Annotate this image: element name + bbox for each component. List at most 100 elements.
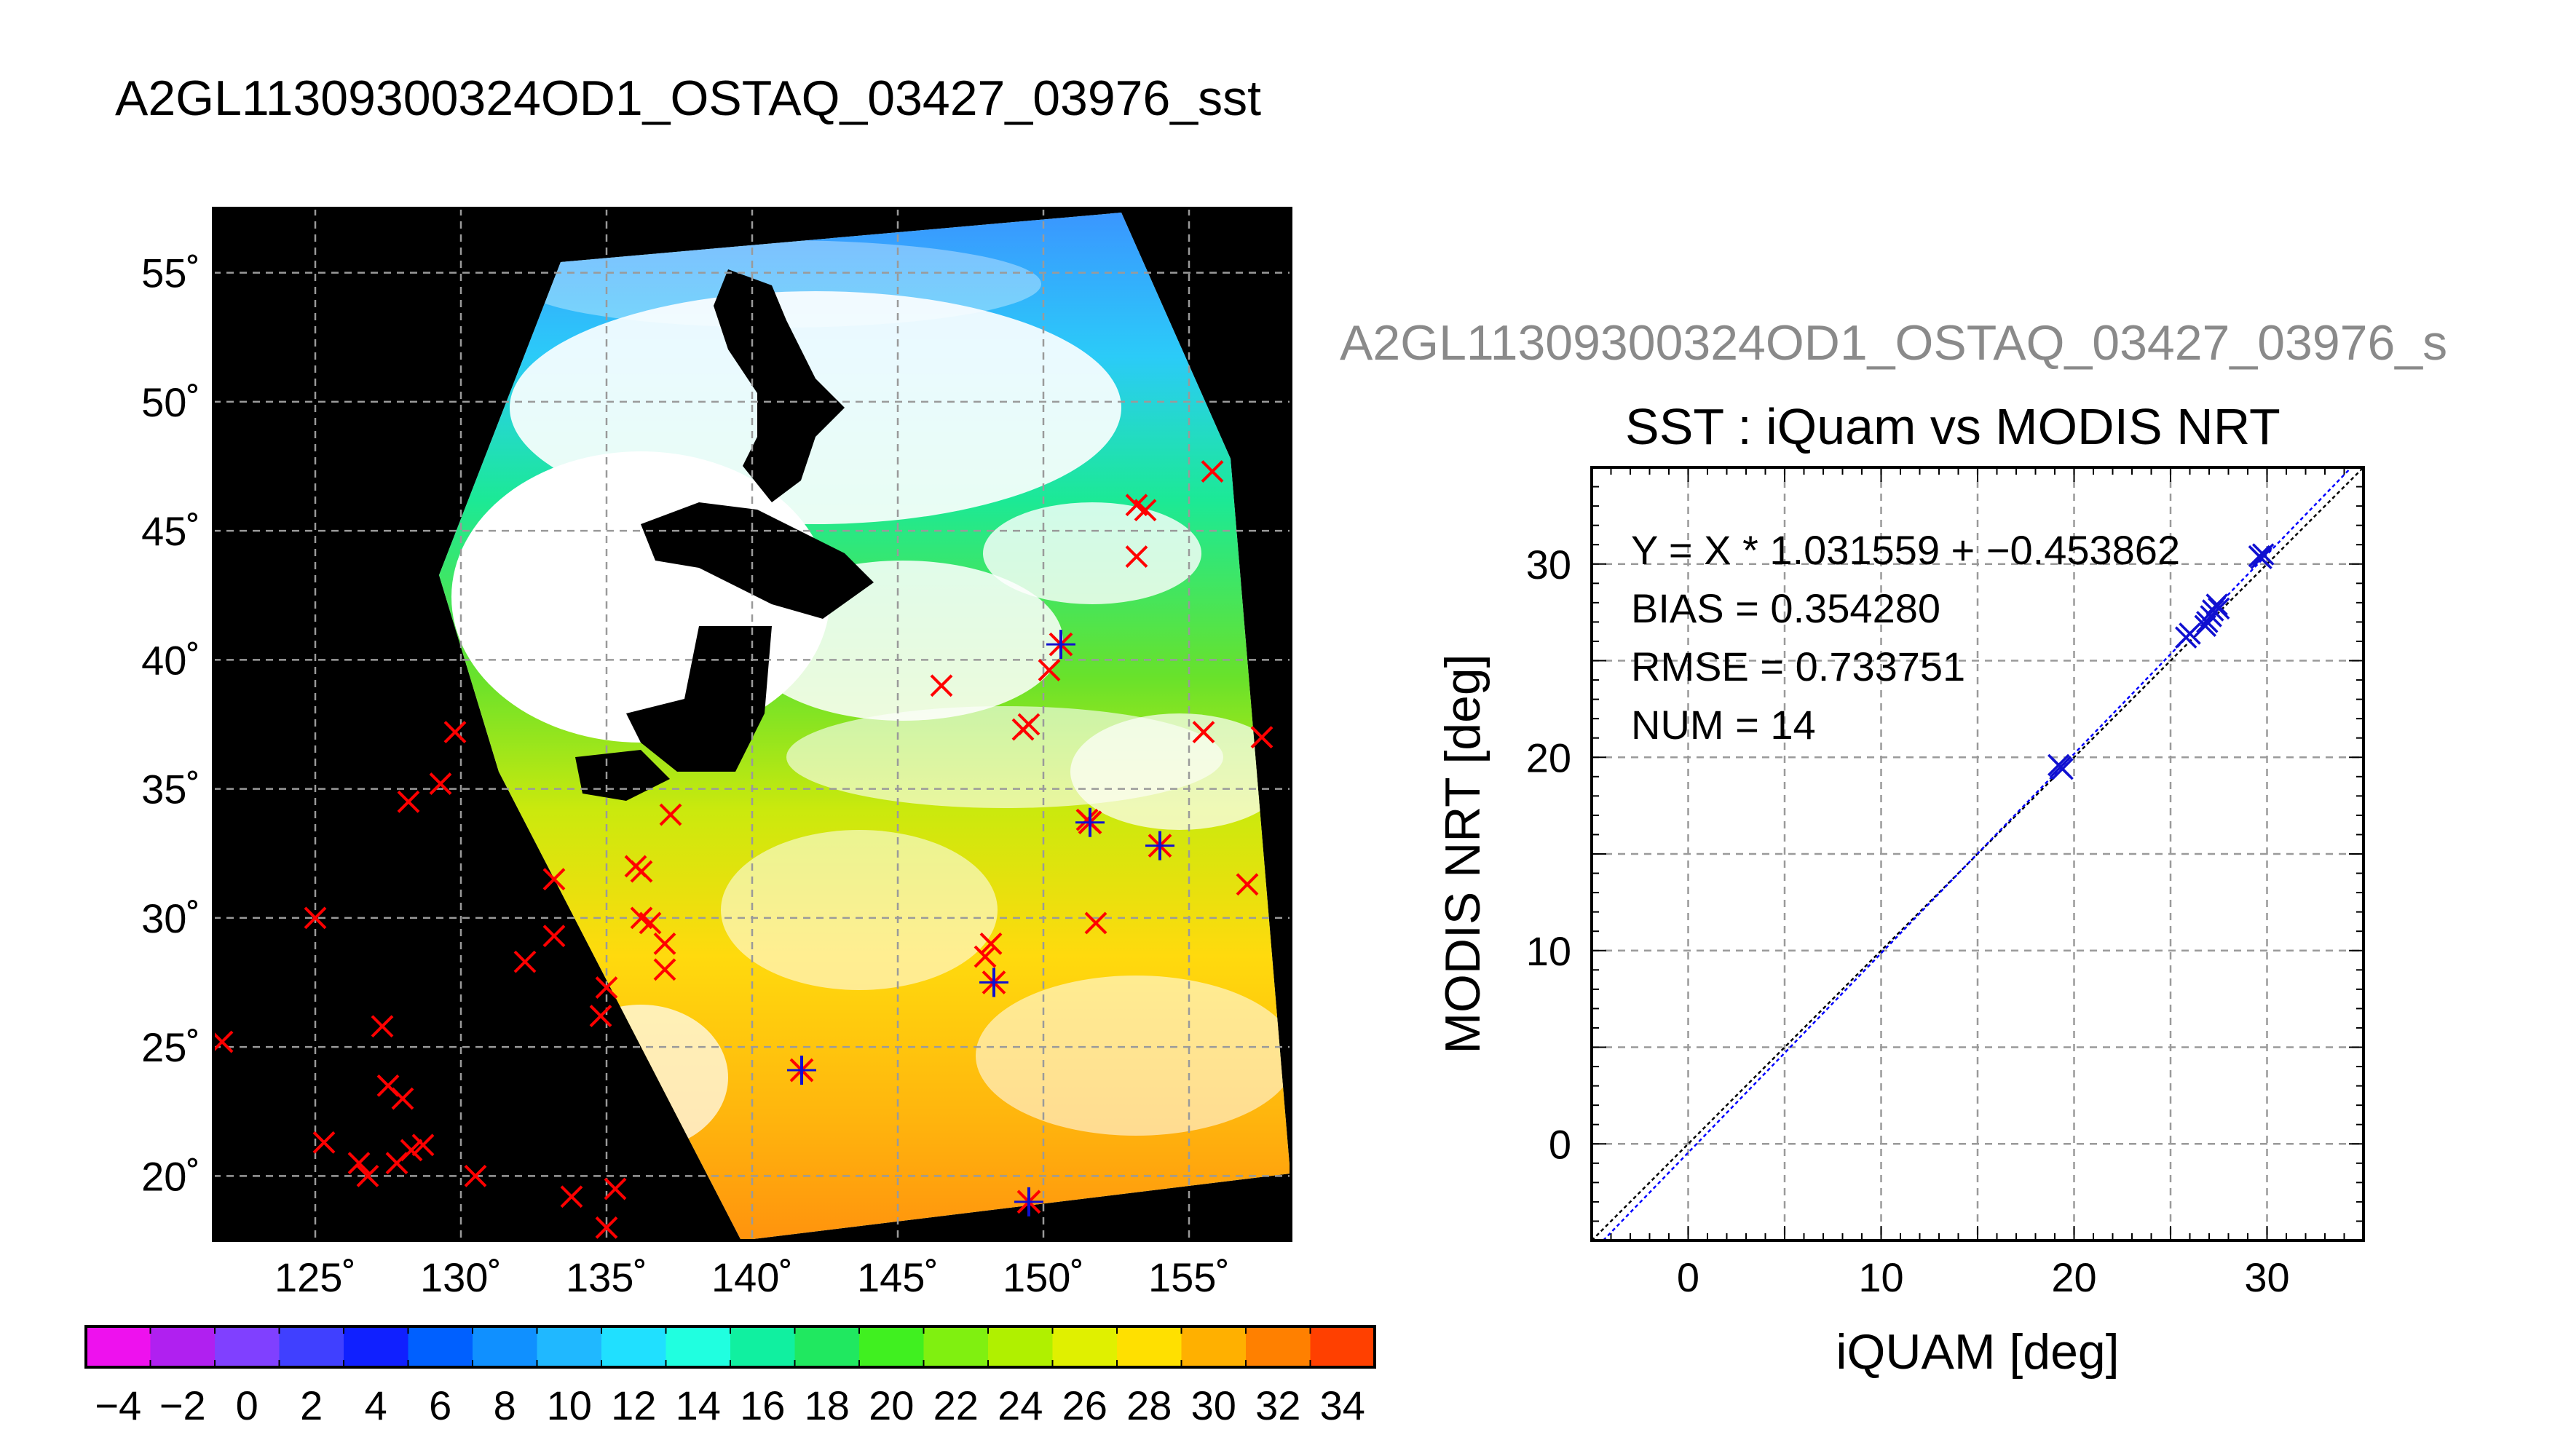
scatter-y-tick-label: 30 <box>1526 542 1571 587</box>
scatter-annotation: BIAS = 0.354280 <box>1631 585 1940 631</box>
main-title: A2GL11309300324OD1_OSTAQ_03427_03976_sst <box>115 71 1261 126</box>
in-situ-marker <box>443 721 467 744</box>
in-situ-marker <box>589 1005 612 1027</box>
in-situ-marker <box>304 906 327 930</box>
scatter-plot: 0 10 20 30 0 10 20 30 iQUAM [deg] MODIS NRT [deg]… <box>1435 466 2365 1380</box>
in-situ-marker <box>429 772 452 795</box>
scatter-point <box>2196 611 2219 633</box>
scatter-x-tick-label: 20 <box>2051 1254 2096 1300</box>
colorbar-segment <box>988 1326 1053 1367</box>
scatter-point <box>2202 599 2224 622</box>
in-situ-marker <box>1125 545 1148 568</box>
map-markers <box>213 460 1273 1239</box>
in-situ-marker <box>595 976 618 1000</box>
colorbar-tick-label: 14 <box>676 1382 721 1428</box>
colorbar-segment <box>923 1326 989 1367</box>
colorbar-tick-label: 2 <box>300 1382 323 1428</box>
in-situ-marker <box>400 1139 423 1162</box>
colorbar-segment <box>666 1326 731 1367</box>
scatter-y-tick-label: 10 <box>1526 928 1571 974</box>
colorbar-segment <box>86 1326 151 1367</box>
colorbar-tick-label: 24 <box>998 1382 1043 1428</box>
map-tick-labels: 125˚ 130˚ 135˚ 140˚ 145˚ 150˚ 155˚ 20˚ 25˚ 30˚ 35˚… <box>141 250 1230 1300</box>
map-lat-tick-label: 35˚ <box>141 767 200 812</box>
colorbar-segment <box>537 1326 602 1367</box>
matchup-marker <box>1145 831 1174 860</box>
map-grid <box>213 208 1291 1241</box>
fit-line <box>1603 466 2353 1241</box>
in-situ-marker <box>391 1087 414 1110</box>
colorbar-frame <box>84 1325 1376 1369</box>
scatter-annotation: Y = X * 1.031559 + −0.453862 <box>1631 527 2180 573</box>
scatter-point <box>2208 597 2230 620</box>
in-situ-marker <box>347 1152 371 1175</box>
in-situ-marker <box>1201 460 1224 483</box>
in-situ-marker <box>630 906 653 930</box>
in-situ-marker <box>560 1185 583 1208</box>
in-situ-marker <box>979 932 1003 955</box>
scatter-title: SST : iQuam vs MODIS NRT <box>1625 398 2280 455</box>
in-situ-marker <box>1017 713 1040 736</box>
colorbar: −4 −2 0 2 4 6 8 10 12 14 16 18 20 22 24 26 28 30 32 34 <box>84 1325 1376 1428</box>
in-situ-marker <box>411 1133 435 1157</box>
colorbar-tick-label: −4 <box>95 1382 141 1428</box>
in-situ-marker <box>397 790 420 813</box>
colorbar-segment <box>1310 1326 1375 1367</box>
map-lon-tick-label: 145˚ <box>857 1254 939 1300</box>
in-situ-marker <box>513 950 537 973</box>
colorbar-tick-label: 12 <box>611 1382 656 1428</box>
colorbar-tick-label: −2 <box>159 1382 206 1428</box>
in-situ-marker <box>213 1030 234 1053</box>
in-situ-marker <box>542 925 566 948</box>
colorbar-segment <box>344 1326 408 1367</box>
colorbar-segment <box>473 1326 537 1367</box>
map-lon-tick-label: 135˚ <box>566 1254 647 1300</box>
scatter-point <box>2250 547 2272 570</box>
in-situ-marker <box>1084 911 1107 935</box>
colorbar-tick-label: 34 <box>1320 1382 1365 1428</box>
scatter-x-tick-label: 30 <box>2244 1254 2289 1300</box>
colorbar-segment <box>1181 1326 1247 1367</box>
map-lon-tick-label: 155˚ <box>1148 1254 1230 1300</box>
scatter-point <box>2205 593 2228 616</box>
scatter-point <box>2179 622 2201 645</box>
map-lat-tick-label: 30˚ <box>141 895 200 941</box>
colorbar-tick-label: 16 <box>740 1382 785 1428</box>
scatter-point <box>2049 756 2072 778</box>
colorbar-tick-label: 8 <box>494 1382 516 1428</box>
in-situ-marker <box>604 1177 627 1200</box>
scatter-y-tick-label: 0 <box>1549 1121 1571 1167</box>
matchup-marker <box>1046 630 1075 660</box>
colorbar-segment <box>730 1326 795 1367</box>
in-situ-marker <box>542 868 566 891</box>
in-situ-marker <box>930 674 953 697</box>
colorbar-segment <box>601 1326 666 1367</box>
colorbar-tick-label: 28 <box>1126 1382 1172 1428</box>
in-situ-marker <box>464 1164 487 1187</box>
scatter-point <box>2251 543 2275 566</box>
map-lat-tick-label: 55˚ <box>141 250 200 296</box>
colorbar-tick-label: 18 <box>805 1382 850 1428</box>
colorbar-tick-label: 32 <box>1255 1382 1300 1428</box>
map-frame <box>212 207 1292 1242</box>
colorbar-tick-label: 26 <box>1062 1382 1107 1428</box>
scatter-y-tick-label: 20 <box>1526 735 1571 780</box>
map-lat-tick-label: 20˚ <box>141 1153 200 1199</box>
map-lon-tick-label: 150˚ <box>1003 1254 1084 1300</box>
in-situ-marker <box>1038 659 1061 681</box>
in-situ-marker <box>1236 873 1259 896</box>
in-situ-marker <box>653 932 676 955</box>
in-situ-marker <box>974 945 997 968</box>
map-lat-tick-label: 50˚ <box>141 379 200 425</box>
colorbar-segment <box>150 1326 216 1367</box>
colorbar-segment <box>1052 1326 1118 1367</box>
map-lat-tick-label: 45˚ <box>141 508 200 554</box>
matchup-marker <box>1014 1187 1043 1216</box>
colorbar-tick-label: 0 <box>236 1382 258 1428</box>
map-lat-tick-label: 40˚ <box>141 637 200 683</box>
colorbar-segment <box>408 1326 473 1367</box>
in-situ-marker <box>356 1164 379 1187</box>
colorbar-segment <box>215 1326 280 1367</box>
scatter-point <box>2194 614 2216 637</box>
